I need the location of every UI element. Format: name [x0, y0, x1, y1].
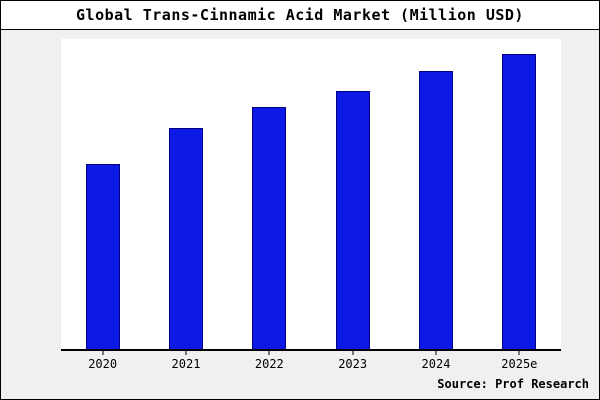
bar-2025e — [502, 54, 536, 349]
x-tick-mark — [435, 351, 437, 355]
bar-2021 — [169, 128, 203, 349]
x-tick-mark — [185, 351, 187, 355]
bar-2024 — [419, 71, 453, 349]
chart-title: Global Trans-Cinnamic Acid Market (Milli… — [76, 6, 524, 24]
bar-2022 — [252, 107, 286, 349]
x-axis: 2020 2021 2022 2023 2024 2025e — [61, 351, 561, 373]
bar-2023 — [336, 91, 370, 349]
x-tick-mark — [102, 351, 104, 355]
x-tick-label-2024: 2024 — [421, 357, 451, 371]
x-tick-mark — [352, 351, 354, 355]
source-caption: Source: Prof Research — [437, 377, 589, 391]
x-tick-label-2021: 2021 — [171, 357, 201, 371]
x-tick-mark — [268, 351, 270, 355]
bar-2020 — [86, 164, 120, 349]
x-tick-label-2025e: 2025e — [501, 357, 538, 371]
x-tick-label-2023: 2023 — [338, 357, 368, 371]
title-bar: Global Trans-Cinnamic Acid Market (Milli… — [1, 1, 599, 30]
x-tick-label-2020: 2020 — [88, 357, 118, 371]
plot-area — [61, 39, 561, 351]
x-tick-label-2022: 2022 — [254, 357, 284, 371]
x-tick-mark — [518, 351, 520, 355]
